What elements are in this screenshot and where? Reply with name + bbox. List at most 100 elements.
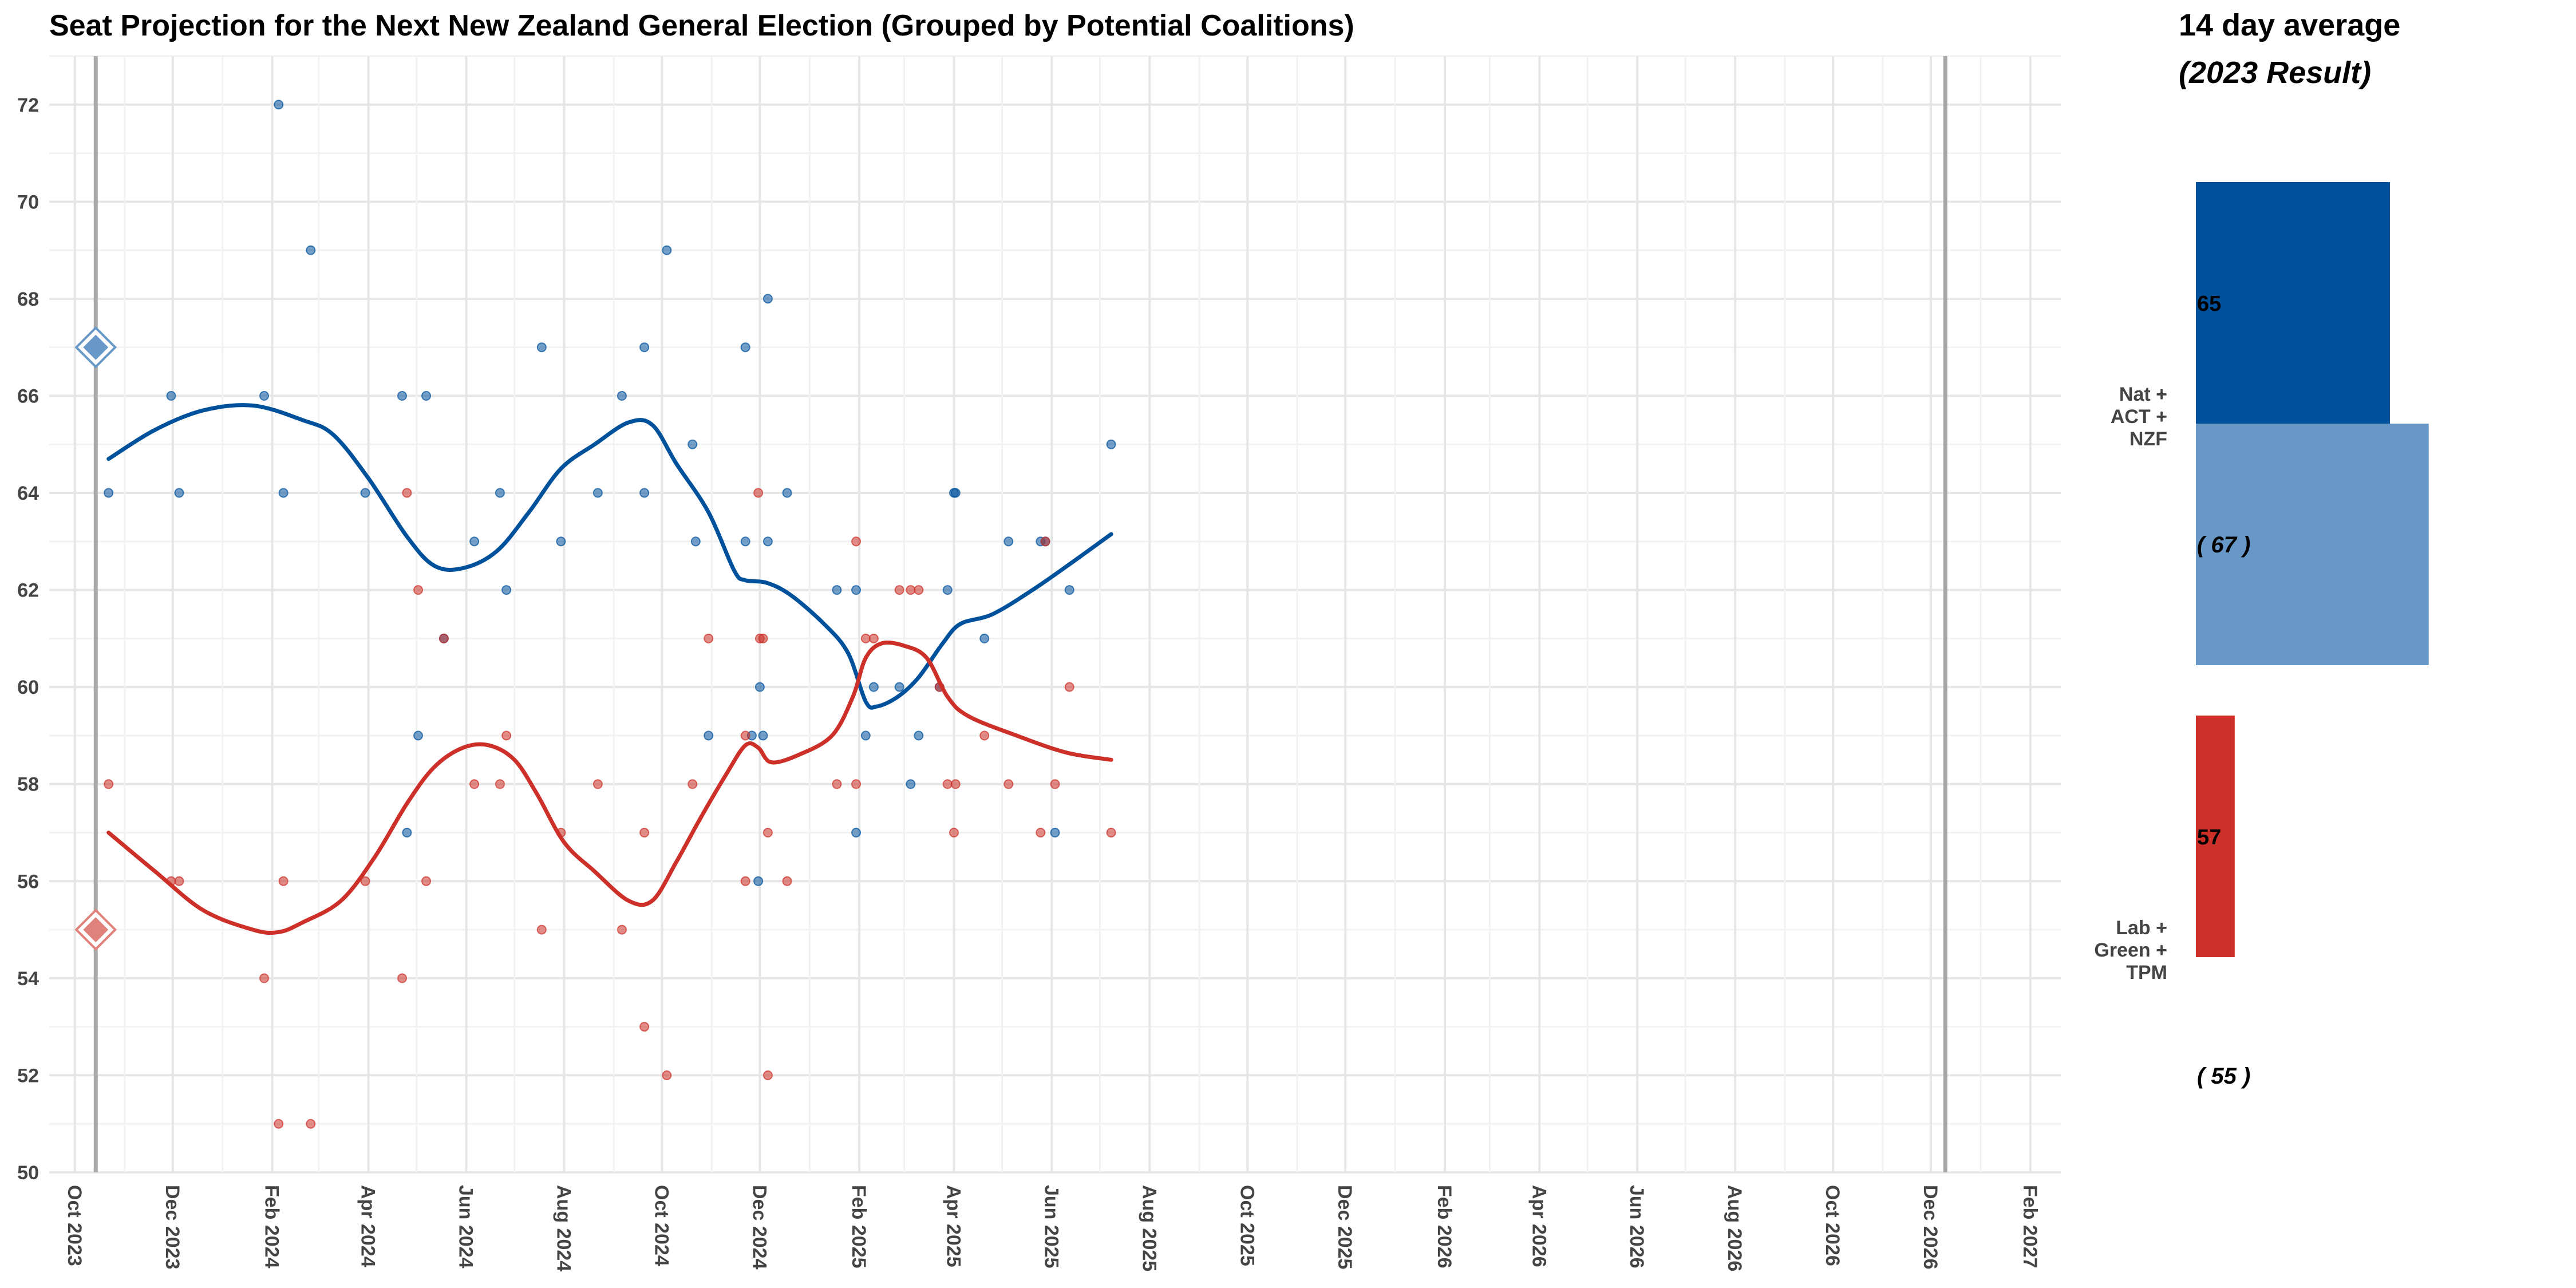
- x-tick-label: Oct 2025: [1236, 1185, 1258, 1266]
- poll-point-left-bloc: [688, 779, 698, 789]
- trend-line-right-bloc: [106, 403, 1113, 710]
- poll-point-right-bloc: [421, 390, 432, 401]
- y-tick-label: 56: [17, 871, 39, 892]
- y-tick-label: 52: [17, 1065, 39, 1086]
- poll-point-right-bloc: [166, 390, 176, 401]
- poll-point-right-bloc: [1050, 828, 1060, 838]
- poll-point-right-bloc: [556, 536, 566, 547]
- y-tick-label: 54: [17, 968, 39, 990]
- poll-point-left-bloc: [469, 779, 480, 789]
- x-tick-label: Feb 2025: [848, 1185, 870, 1269]
- poll-point-right-bloc: [397, 390, 407, 401]
- poll-point-right-bloc: [914, 730, 924, 741]
- poll-point-left-bloc: [495, 779, 505, 789]
- scatter-panel: 50 52 54 56 58 60 62 64 66 68 70 72 Oct 2023 Dec 202…: [17, 55, 2061, 1271]
- bar-panel-title: 14 day average: [2179, 8, 2400, 42]
- poll-point-right-bloc: [942, 585, 953, 595]
- x-tick-label: Oct 2024: [650, 1185, 672, 1266]
- poll-point-left-bloc: [753, 488, 764, 498]
- poll-point-left-bloc: [832, 779, 842, 789]
- poll-point-right-bloc: [495, 488, 505, 498]
- poll-point-left-bloc: [274, 1119, 284, 1129]
- poll-point-right-bloc: [413, 730, 424, 741]
- poll-point-left-bloc: [413, 585, 424, 595]
- poll-point-right-bloc: [501, 585, 512, 595]
- x-tick-label: Oct 2023: [64, 1185, 85, 1266]
- election-result-marker: [83, 334, 109, 360]
- x-tick-label: Feb 2026: [1433, 1185, 1455, 1269]
- x-tick-label: Jun 2024: [455, 1185, 477, 1269]
- poll-point-left-bloc: [782, 876, 792, 886]
- poll-point-right-bloc: [1003, 536, 1014, 547]
- x-tick-label: Apr 2025: [942, 1185, 964, 1267]
- poll-point-right-bloc: [360, 488, 370, 498]
- poll-point-right-bloc: [536, 342, 547, 353]
- poll-point-right-bloc: [740, 536, 750, 547]
- bar-current-average: [2196, 716, 2235, 957]
- y-axis: 50 52 54 56 58 60 62 64 66 68 70 72: [17, 94, 39, 1184]
- poll-point-left-bloc: [914, 585, 924, 595]
- poll-point-left-bloc: [639, 828, 650, 838]
- y-tick-label: 64: [17, 483, 39, 504]
- poll-point-right-bloc: [259, 390, 269, 401]
- poll-point-right-bloc: [690, 536, 701, 547]
- bar-2023-result: [2196, 424, 2429, 665]
- poll-point-left-bloc: [1050, 779, 1060, 789]
- poll-point-right-bloc: [704, 730, 714, 741]
- x-tick-label: Dec 2023: [161, 1185, 183, 1269]
- poll-point-right-bloc: [762, 294, 773, 304]
- bar-group-label: ACT +: [2111, 406, 2167, 428]
- poll-point-right-bloc: [851, 585, 862, 595]
- y-tick-label: 60: [17, 677, 39, 698]
- bar-value-label: ( 67 ): [2197, 532, 2250, 558]
- election-2023-markers: [74, 326, 117, 951]
- poll-point-left-bloc: [174, 876, 184, 886]
- poll-point-right-bloc: [278, 488, 289, 498]
- poll-point-left-bloc: [278, 876, 289, 886]
- x-tick-label: Jun 2026: [1626, 1185, 1647, 1269]
- poll-point-left-bloc: [639, 1022, 650, 1032]
- trend-lines: [106, 403, 1113, 935]
- poll-point-left-bloc: [104, 779, 114, 789]
- bar-group-label: Lab +: [2116, 917, 2167, 939]
- bar-panel-subtitle: (2023 Result): [2179, 56, 2371, 90]
- poll-point-right-bloc: [688, 439, 698, 449]
- bar-value-label: 65: [2197, 292, 2221, 316]
- poll-point-left-bloc: [851, 779, 862, 789]
- x-tick-label: Dec 2025: [1334, 1185, 1356, 1269]
- bar-current-average: [2196, 182, 2390, 424]
- poll-point-left-bloc: [1106, 828, 1116, 838]
- poll-point-left-bloc: [402, 488, 412, 498]
- y-tick-label: 70: [17, 191, 39, 213]
- y-tick-label: 68: [17, 289, 39, 310]
- x-tick-label: Feb 2027: [2019, 1185, 2041, 1269]
- poll-point-right-bloc: [662, 245, 672, 255]
- y-tick-label: 72: [17, 94, 39, 116]
- poll-point-left-bloc: [259, 973, 269, 983]
- poll-point-left-bloc: [306, 1119, 316, 1129]
- y-tick-label: 66: [17, 385, 39, 407]
- y-tick-label: 62: [17, 580, 39, 602]
- grid-layer: [49, 55, 2061, 1174]
- poll-point-left-bloc: [868, 633, 879, 643]
- poll-point-right-bloc: [592, 488, 603, 498]
- poll-point-left-bloc: [762, 828, 773, 838]
- poll-point-left-bloc: [704, 633, 714, 643]
- poll-point-left-bloc: [662, 1070, 672, 1080]
- x-tick-label: Aug 2025: [1138, 1185, 1160, 1271]
- poll-point-right-bloc: [639, 488, 650, 498]
- bar-group-label: NZF: [2129, 428, 2167, 450]
- poll-point-right-bloc: [894, 682, 904, 692]
- poll-point-right-bloc: [274, 100, 284, 110]
- poll-point-right-bloc: [617, 390, 627, 401]
- poll-point-left-bloc: [1064, 682, 1074, 692]
- poll-point-left-bloc: [762, 1070, 773, 1080]
- trend-line-left-bloc: [106, 640, 1113, 935]
- poll-point-right-bloc: [868, 682, 879, 692]
- x-tick-label: Apr 2024: [357, 1185, 379, 1267]
- poll-point-right-bloc: [306, 245, 316, 255]
- poll-point-right-bloc: [174, 488, 184, 498]
- poll-point-left-bloc: [740, 876, 750, 886]
- poll-point-left-bloc: [592, 779, 603, 789]
